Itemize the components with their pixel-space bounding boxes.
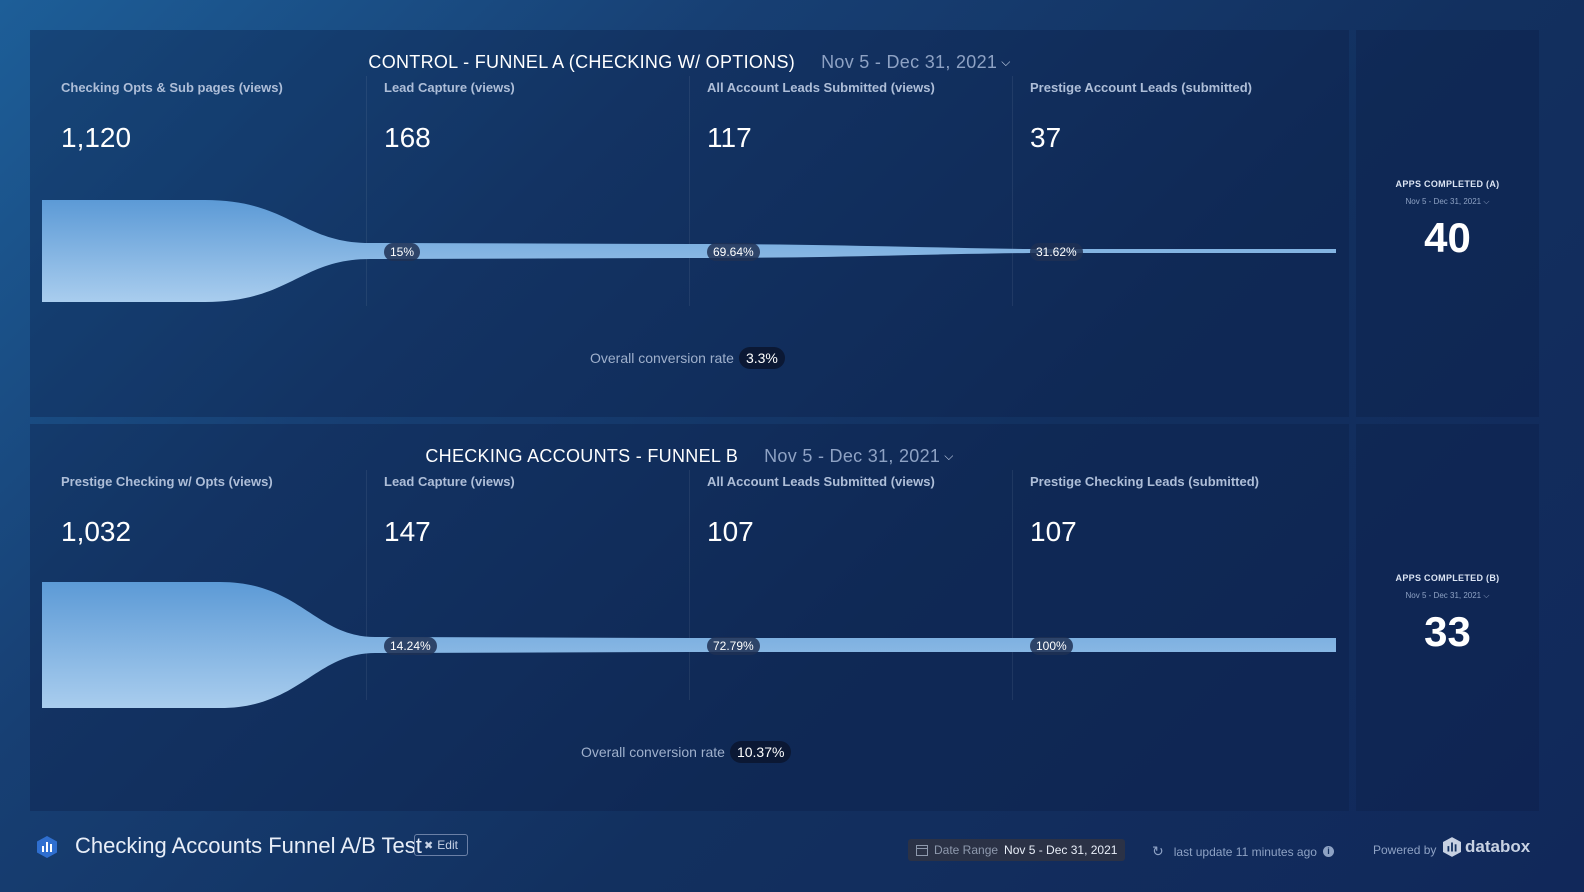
databox-brand[interactable]: databox — [1443, 837, 1530, 857]
stage-value: 168 — [384, 122, 431, 153]
funnel-b-date-selector[interactable]: Nov 5 - Dec 31, 2021 ⌵ — [764, 446, 954, 466]
apps-completed-a-panel: APPS COMPLETED (A) Nov 5 - Dec 31, 2021 … — [1356, 30, 1539, 417]
calendar-icon — [916, 845, 928, 856]
stage-value: 147 — [384, 516, 431, 547]
dashboard-title: Checking Accounts Funnel A/B Test — [75, 833, 422, 858]
stage-divider — [689, 470, 690, 700]
chevron-down-icon: ⌵ — [1001, 55, 1011, 69]
footer-bar: Checking Accounts Funnel A/B Test ✖ Edit … — [0, 812, 1584, 892]
stage-value: 1,120 — [61, 122, 132, 153]
last-update-text: last update 11 minutes ago — [1173, 844, 1317, 859]
stage-label: Prestige Checking Leads (submitted) — [1030, 474, 1259, 489]
funnel-b-stage-4: Prestige Checking Leads (submitted) 107 — [999, 470, 1329, 650]
funnel-a-date-selector[interactable]: Nov 5 - Dec 31, 2021 ⌵ — [821, 52, 1011, 72]
funnel-a-stage-2: Lead Capture (views) 168 — [353, 76, 676, 256]
side-date: Nov 5 - Dec 31, 2021 — [1405, 197, 1482, 206]
stage-divider — [366, 470, 367, 700]
overall-conversion-label: Overall conversion rate — [581, 744, 725, 760]
overall-conversion: Overall conversion rate 10.37% — [581, 741, 792, 763]
funnel-b-stage-3: All Account Leads Submitted (views) 107 — [676, 470, 999, 650]
conversion-rate-badge: 15% — [384, 243, 421, 261]
conversion-rate-badge: 72.79% — [707, 637, 760, 655]
funnel-a-shape — [42, 200, 1336, 302]
date-range-selector[interactable]: Date Range Nov 5 - Dec 31, 2021 — [908, 839, 1126, 861]
stage-divider — [689, 76, 690, 306]
funnel-b-date: Nov 5 - Dec 31, 2021 — [764, 446, 941, 466]
conversion-rate-badge: 100% — [1030, 637, 1073, 655]
stage-label: Lead Capture (views) — [384, 80, 515, 95]
side-value: 40 — [1424, 214, 1471, 261]
conversion-rate-badge: 14.24% — [384, 637, 437, 655]
funnel-b-title: CHECKING ACCOUNTS - FUNNEL B — [425, 446, 739, 466]
funnel-b-stage-1: Prestige Checking w/ Opts (views) 1,032 — [30, 470, 366, 650]
stage-label: All Account Leads Submitted (views) — [707, 474, 935, 489]
stage-label: Lead Capture (views) — [384, 474, 515, 489]
stage-value: 107 — [1030, 516, 1077, 547]
funnel-a-header: CONTROL - FUNNEL A (CHECKING W/ OPTIONS)… — [30, 52, 1349, 73]
close-icon: ✖ — [424, 839, 434, 852]
powered-by-label: Powered by — [1373, 843, 1437, 857]
stage-value: 117 — [707, 122, 752, 153]
funnel-b-stage-2: Lead Capture (views) 147 — [353, 470, 676, 650]
refresh-icon[interactable]: ↻ — [1152, 843, 1164, 859]
chevron-down-icon: ⌵ — [944, 449, 954, 463]
overall-conversion: Overall conversion rate 3.3% — [590, 347, 785, 369]
funnel-a-stage-4: Prestige Account Leads (submitted) 37 — [999, 76, 1329, 256]
databox-logo-icon — [37, 836, 57, 858]
funnel-a-title: CONTROL - FUNNEL A (CHECKING W/ OPTIONS) — [368, 52, 796, 72]
overall-conversion-value: 10.37% — [729, 741, 792, 763]
funnel-b-shape — [42, 582, 1336, 708]
side-value: 33 — [1424, 608, 1471, 655]
stage-label: Checking Opts & Sub pages (views) — [61, 80, 283, 95]
stage-value: 1,032 — [61, 516, 132, 547]
funnel-b-chart — [42, 582, 1336, 708]
funnel-a-chart — [42, 200, 1336, 302]
stage-divider — [1012, 470, 1013, 700]
stage-value: 107 — [707, 516, 754, 547]
stage-label: Prestige Checking w/ Opts (views) — [61, 474, 273, 489]
stage-label: All Account Leads Submitted (views) — [707, 80, 935, 95]
funnel-a-stage-1: Checking Opts & Sub pages (views) 1,120 — [30, 76, 366, 256]
funnel-b-panel: CHECKING ACCOUNTS - FUNNEL B Nov 5 - Dec … — [30, 424, 1349, 811]
databox-brand-text: databox — [1465, 837, 1531, 856]
apps-completed-b-panel: APPS COMPLETED (B) Nov 5 - Dec 31, 2021 … — [1356, 424, 1539, 811]
stage-value: 37 — [1030, 122, 1062, 153]
stage-divider — [366, 76, 367, 306]
info-icon[interactable]: i — [1322, 846, 1334, 857]
conversion-rate-badge: 69.64% — [707, 243, 760, 261]
last-update: ↻ last update 11 minutes ago i — [1152, 843, 1334, 860]
databox-brand-icon — [1443, 837, 1461, 857]
stage-label: Prestige Account Leads (submitted) — [1030, 80, 1252, 95]
date-range-label: Date Range — [934, 843, 999, 857]
side-date: Nov 5 - Dec 31, 2021 — [1405, 591, 1482, 600]
conversion-rate-badge: 31.62% — [1030, 243, 1083, 261]
stage-divider — [1012, 76, 1013, 306]
overall-conversion-label: Overall conversion rate — [590, 350, 734, 366]
side-date-selector[interactable]: Nov 5 - Dec 31, 2021 ⌵ — [1356, 197, 1539, 207]
side-date-selector[interactable]: Nov 5 - Dec 31, 2021 ⌵ — [1356, 591, 1539, 601]
chevron-down-icon: ⌵ — [1483, 197, 1490, 206]
side-title: APPS COMPLETED (A) — [1395, 179, 1500, 189]
funnel-b-header: CHECKING ACCOUNTS - FUNNEL B Nov 5 - Dec … — [30, 446, 1349, 467]
side-title: APPS COMPLETED (B) — [1395, 573, 1500, 583]
edit-label: Edit — [437, 838, 458, 852]
funnel-a-panel: CONTROL - FUNNEL A (CHECKING W/ OPTIONS)… — [30, 30, 1349, 417]
chevron-down-icon: ⌵ — [1483, 591, 1490, 600]
date-range-value: Nov 5 - Dec 31, 2021 — [1004, 843, 1118, 857]
funnel-a-date: Nov 5 - Dec 31, 2021 — [821, 52, 998, 72]
funnel-a-stage-3: All Account Leads Submitted (views) 117 — [676, 76, 999, 256]
overall-conversion-value: 3.3% — [738, 347, 785, 369]
edit-button[interactable]: ✖ Edit — [414, 834, 468, 856]
